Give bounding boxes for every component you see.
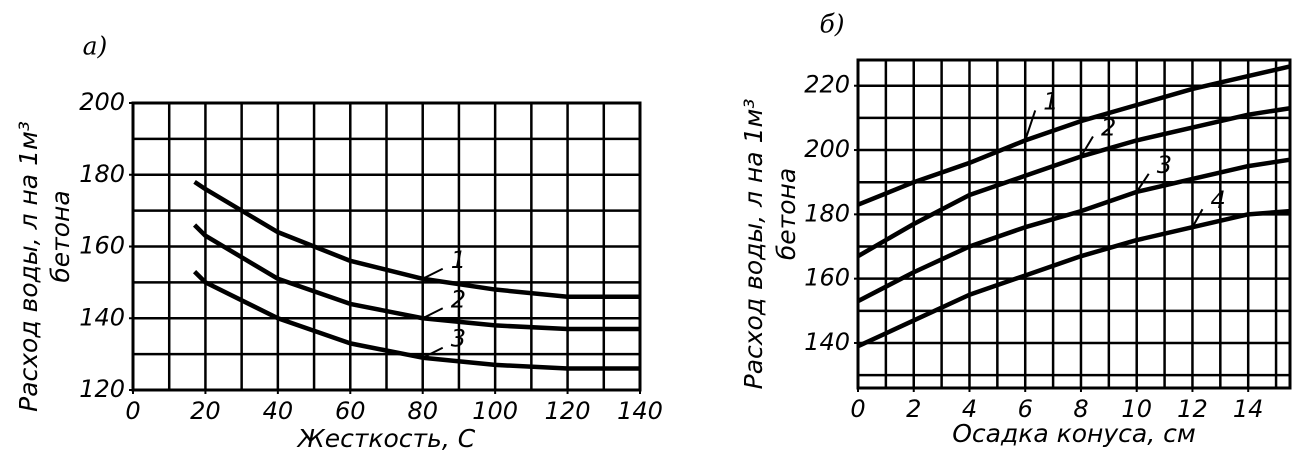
x-tick-label: 8: [1073, 395, 1088, 423]
y-tick-label: 140: [804, 328, 850, 356]
y-tick-label: 160: [804, 264, 850, 292]
line-series: [857, 64, 1291, 207]
leader: [422, 307, 444, 320]
line-series: [856, 157, 1291, 304]
line-series: [857, 208, 1291, 349]
x-tick-label: 14: [1233, 395, 1264, 423]
y-tick-label: 160: [79, 232, 125, 260]
curve-label: 2: [451, 285, 466, 313]
y-axis-label: Расход воды, л на 1м³: [739, 99, 768, 390]
plot-frame: [856, 58, 1292, 390]
leader: [422, 267, 444, 280]
x-tick-label: 0: [850, 395, 865, 423]
curve-label: 1: [1043, 87, 1058, 115]
x-axis-label: Жесткость, С: [296, 424, 476, 453]
x-tick-label: 10: [1121, 395, 1152, 423]
curve-label: 2: [1101, 113, 1116, 141]
x-tick-label: 40: [263, 397, 294, 425]
y-tick-label: 200: [804, 135, 850, 163]
line-series: [192, 223, 640, 332]
leader: [1135, 173, 1150, 193]
y-tick-label: 200: [79, 88, 125, 116]
leader: [1191, 208, 1204, 228]
line-series: [192, 270, 640, 371]
x-tick-label: 80: [407, 397, 438, 425]
x-tick-label: 0: [125, 397, 140, 425]
curve-label: 3: [451, 325, 466, 353]
x-axis-label: Осадка конуса, см: [952, 419, 1196, 448]
leader: [422, 346, 444, 359]
x-tick-label: 60: [335, 397, 366, 425]
x-tick-label: 100: [472, 397, 518, 425]
y-axis-label: бетона: [46, 190, 75, 282]
y-tick-label: 120: [79, 375, 125, 403]
y-axis-label: Расход воды, л на 1м³: [14, 121, 43, 412]
y-tick-label: 140: [79, 303, 125, 331]
curve-label: 3: [1157, 151, 1172, 179]
x-tick-label: 6: [1018, 395, 1033, 423]
x-tick-label: 12: [1177, 395, 1208, 423]
x-tick-label: 20: [190, 397, 221, 425]
panel-label: б): [819, 10, 844, 39]
x-tick-label: 140: [617, 397, 663, 425]
curve-label: 1: [451, 246, 466, 274]
y-axis-label: бетона: [772, 168, 801, 260]
y-tick-label: 180: [804, 199, 850, 227]
line-series: [193, 180, 640, 299]
x-tick-label: 120: [545, 397, 591, 425]
curve-label: 4: [1210, 186, 1225, 214]
leader: [1080, 135, 1094, 157]
x-tick-label: 2: [906, 395, 921, 423]
x-tick-label: 4: [962, 395, 977, 423]
y-tick-label: 220: [804, 71, 850, 99]
leader: [1024, 110, 1037, 141]
y-tick-label: 180: [79, 160, 125, 188]
panel-label: а): [83, 32, 108, 61]
